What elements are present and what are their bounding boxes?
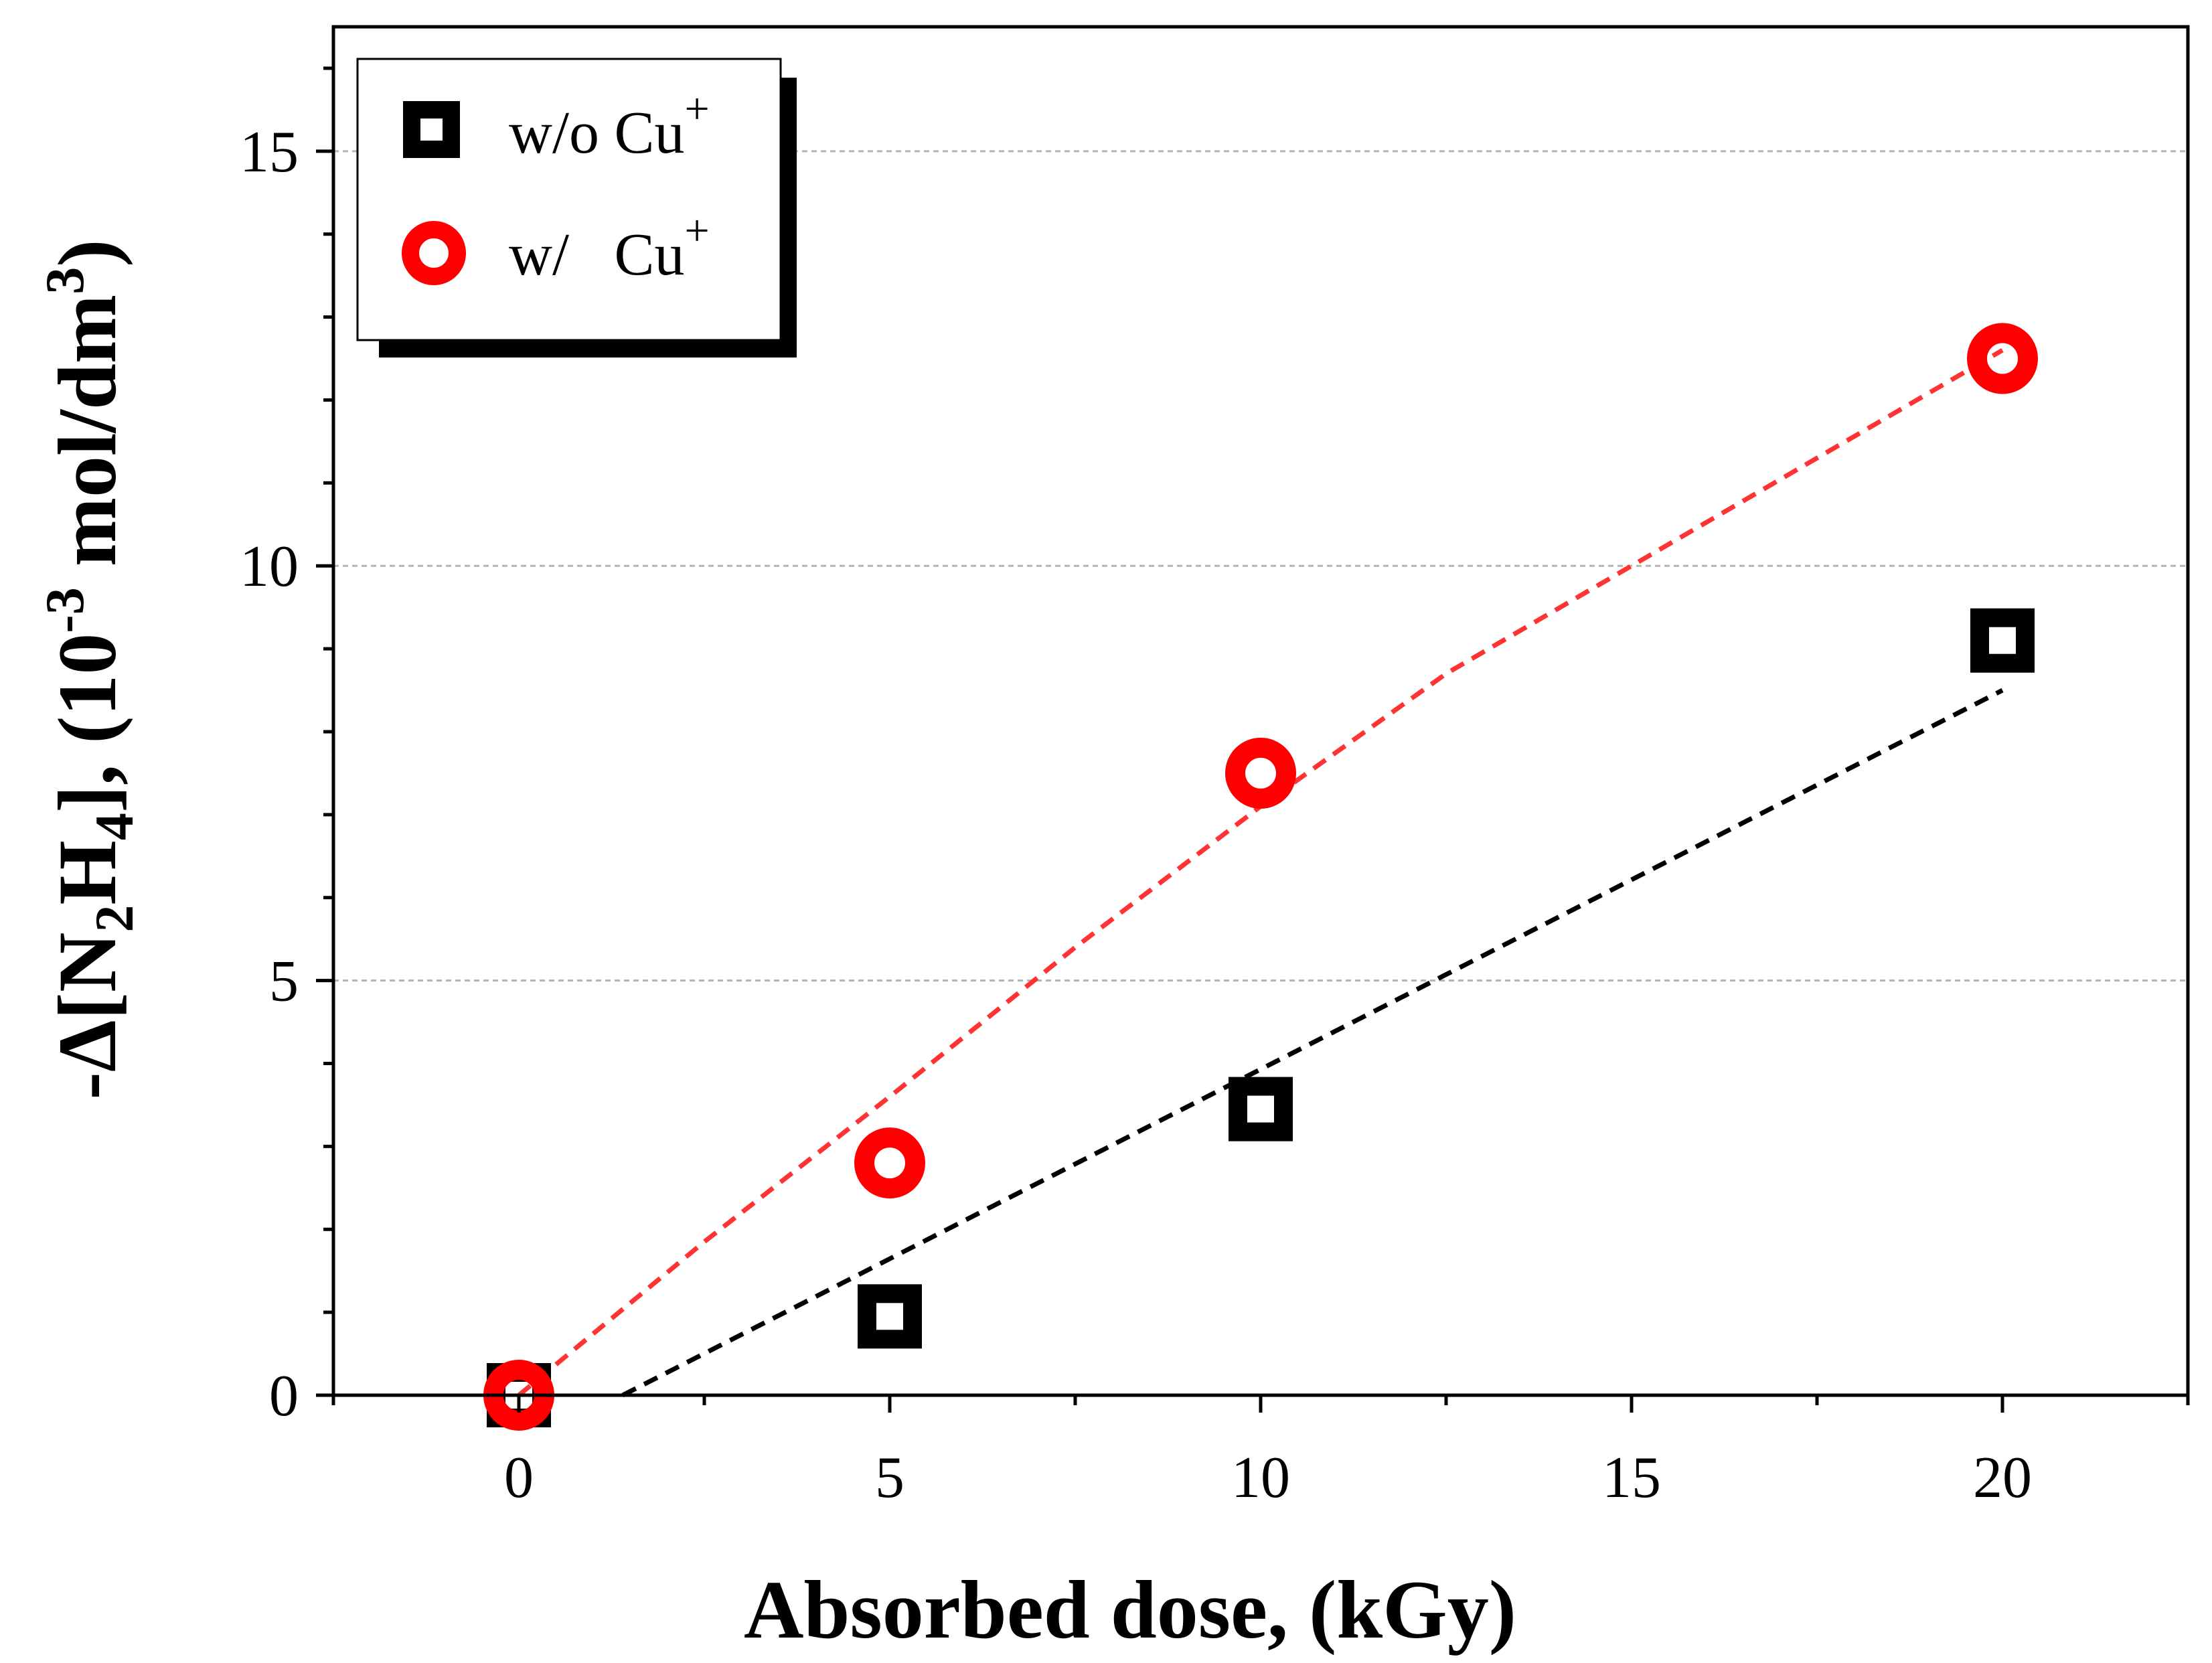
x-tick-label-0: 0 bbox=[504, 1445, 534, 1510]
legend-label-with-cu-text: w/ Cu bbox=[509, 222, 685, 288]
y-title-mid2: ], (10 bbox=[42, 633, 133, 813]
data-point-circle-3 bbox=[1967, 323, 2038, 394]
y-tick-label-10: 10 bbox=[240, 534, 299, 599]
legend-marker-circle bbox=[402, 221, 466, 285]
data-point-square-1 bbox=[858, 1284, 922, 1349]
data-point-circle-1 bbox=[854, 1127, 925, 1199]
y-title-prefix: -Δ[N bbox=[42, 933, 133, 1100]
data-point-circle-2 bbox=[1225, 737, 1296, 809]
legend-label-with-cu: w/ Cu+ bbox=[509, 206, 710, 288]
x-tick-label-5: 5 bbox=[875, 1445, 904, 1510]
y-title-sub2: 4 bbox=[84, 813, 145, 840]
fit-line-series-1 bbox=[517, 348, 2004, 1397]
fit-line-series-0 bbox=[621, 688, 2004, 1398]
y-axis-title: -Δ[N2H4], (10-3 mol/dm3) bbox=[34, 240, 145, 1100]
fit-lines bbox=[517, 348, 2004, 1398]
axes: 0 5 10 15 20 0 5 10 15 bbox=[240, 25, 2190, 1510]
y-tick-label-5: 5 bbox=[269, 949, 299, 1014]
legend-marker-square bbox=[403, 101, 460, 158]
y-tick-label-15: 15 bbox=[240, 120, 299, 185]
x-axis-title: Absorbed dose, (kGy) bbox=[744, 1564, 1516, 1656]
y-title-sup1: -3 bbox=[34, 587, 95, 633]
y-tick-label-0: 0 bbox=[269, 1364, 299, 1429]
legend: w/o Cu+ w/ Cu+ bbox=[356, 58, 797, 358]
y-title-mid1: H bbox=[42, 840, 133, 904]
legend-label-without-cu-sup: + bbox=[685, 84, 710, 133]
y-title-mid3: mol/dm bbox=[42, 295, 133, 587]
x-tick-label-15: 15 bbox=[1602, 1445, 1661, 1510]
legend-label-without-cu-text: w/o Cu bbox=[509, 100, 685, 166]
data-markers bbox=[483, 323, 2038, 1431]
data-point-square-3 bbox=[1970, 608, 2035, 673]
legend-label-with-cu-sup: + bbox=[685, 206, 710, 255]
y-title-sup2: 3 bbox=[34, 267, 95, 295]
x-tick-label-20: 20 bbox=[1973, 1445, 2032, 1510]
y-title-suffix: ) bbox=[42, 240, 133, 267]
legend-label-without-cu: w/o Cu+ bbox=[509, 84, 710, 166]
y-title-sub1: 2 bbox=[84, 905, 145, 933]
data-point-square-2 bbox=[1229, 1077, 1293, 1141]
x-tick-label-10: 10 bbox=[1231, 1445, 1290, 1510]
